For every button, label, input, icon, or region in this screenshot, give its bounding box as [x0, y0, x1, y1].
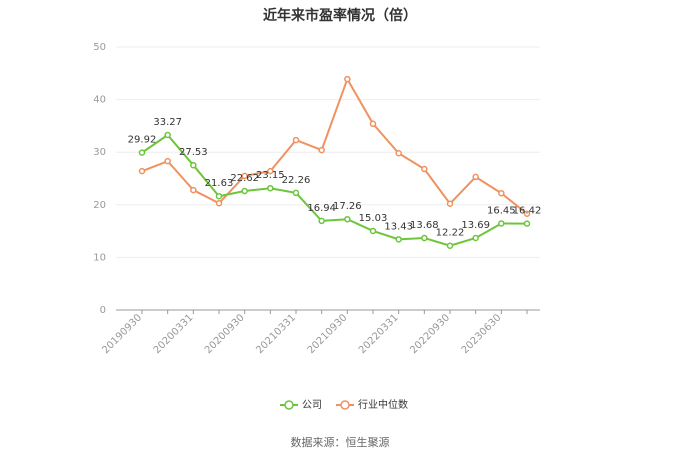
point: [267, 184, 274, 192]
point: [292, 189, 300, 197]
point: [498, 189, 505, 197]
data-label: 15.03: [359, 213, 388, 224]
point: [523, 210, 531, 217]
point: [446, 200, 454, 207]
point: [241, 187, 248, 195]
point: [138, 167, 146, 175]
legend-marker: [340, 400, 350, 410]
x-tick-label: 20210331: [254, 312, 298, 356]
x-tick-label: 20220930: [408, 312, 452, 356]
legend-label: 行业中位数: [358, 398, 408, 411]
x-tick-label: 20210930: [306, 312, 350, 356]
point: [523, 220, 531, 227]
point: [472, 234, 479, 242]
point: [190, 161, 197, 169]
point: [318, 217, 325, 225]
legend-item: 公司: [280, 400, 322, 411]
source-note: 数据来源：恒生聚源: [291, 435, 390, 449]
point: [164, 157, 171, 165]
data-label: 13.69: [461, 220, 490, 231]
y-tick-label: 0: [100, 305, 106, 316]
data-label: 27.53: [179, 147, 208, 158]
data-label: 22.26: [282, 175, 311, 186]
point: [215, 192, 223, 200]
y-tick-label: 10: [93, 252, 106, 263]
data-label: 29.92: [128, 135, 157, 146]
point: [241, 172, 248, 180]
legend-item: 行业中位数: [336, 398, 408, 411]
data-label: 22.62: [230, 173, 259, 184]
series-line: [141, 76, 528, 215]
x-tick-label: 20230630: [460, 312, 504, 356]
y-tick-label: 20: [93, 200, 106, 211]
data-label: 21.63: [205, 178, 234, 189]
x-tick-label: 20200331: [152, 312, 196, 356]
data-label: 33.27: [153, 117, 182, 128]
data-label: 17.26: [333, 201, 362, 212]
y-tick-label: 40: [93, 95, 106, 106]
point: [472, 173, 479, 181]
data-label: 13.43: [384, 221, 413, 232]
point: [498, 220, 505, 227]
point: [164, 131, 171, 139]
x-tick-label: 20190930: [100, 312, 144, 356]
data-label: 16.42: [513, 206, 542, 217]
point: [369, 227, 377, 235]
data-label: 12.22: [436, 228, 465, 239]
point: [190, 186, 197, 194]
legend-marker: [284, 400, 294, 410]
data-label: 16.94: [307, 203, 336, 214]
point: [395, 150, 402, 157]
chart-title: 近年来市盈率情况（倍）: [263, 7, 417, 24]
point: [344, 215, 351, 223]
point: [292, 136, 300, 144]
point: [395, 236, 402, 243]
data-label: 13.68: [410, 220, 439, 231]
y-tick-label: 30: [93, 147, 106, 158]
point: [318, 146, 325, 154]
legend-label: 公司: [302, 400, 322, 411]
point: [421, 234, 428, 242]
data-label: 23.15: [256, 170, 285, 181]
y-tick-label: 50: [93, 42, 106, 53]
point: [138, 149, 146, 156]
x-tick-label: 20220331: [357, 312, 401, 356]
point: [344, 75, 351, 83]
point: [369, 120, 377, 128]
point: [267, 167, 274, 175]
point: [215, 199, 223, 207]
point: [421, 165, 428, 173]
point: [446, 242, 454, 249]
data-label: 16.45: [487, 205, 516, 216]
series-line: [141, 133, 528, 247]
x-tick-label: 20200930: [203, 312, 247, 356]
